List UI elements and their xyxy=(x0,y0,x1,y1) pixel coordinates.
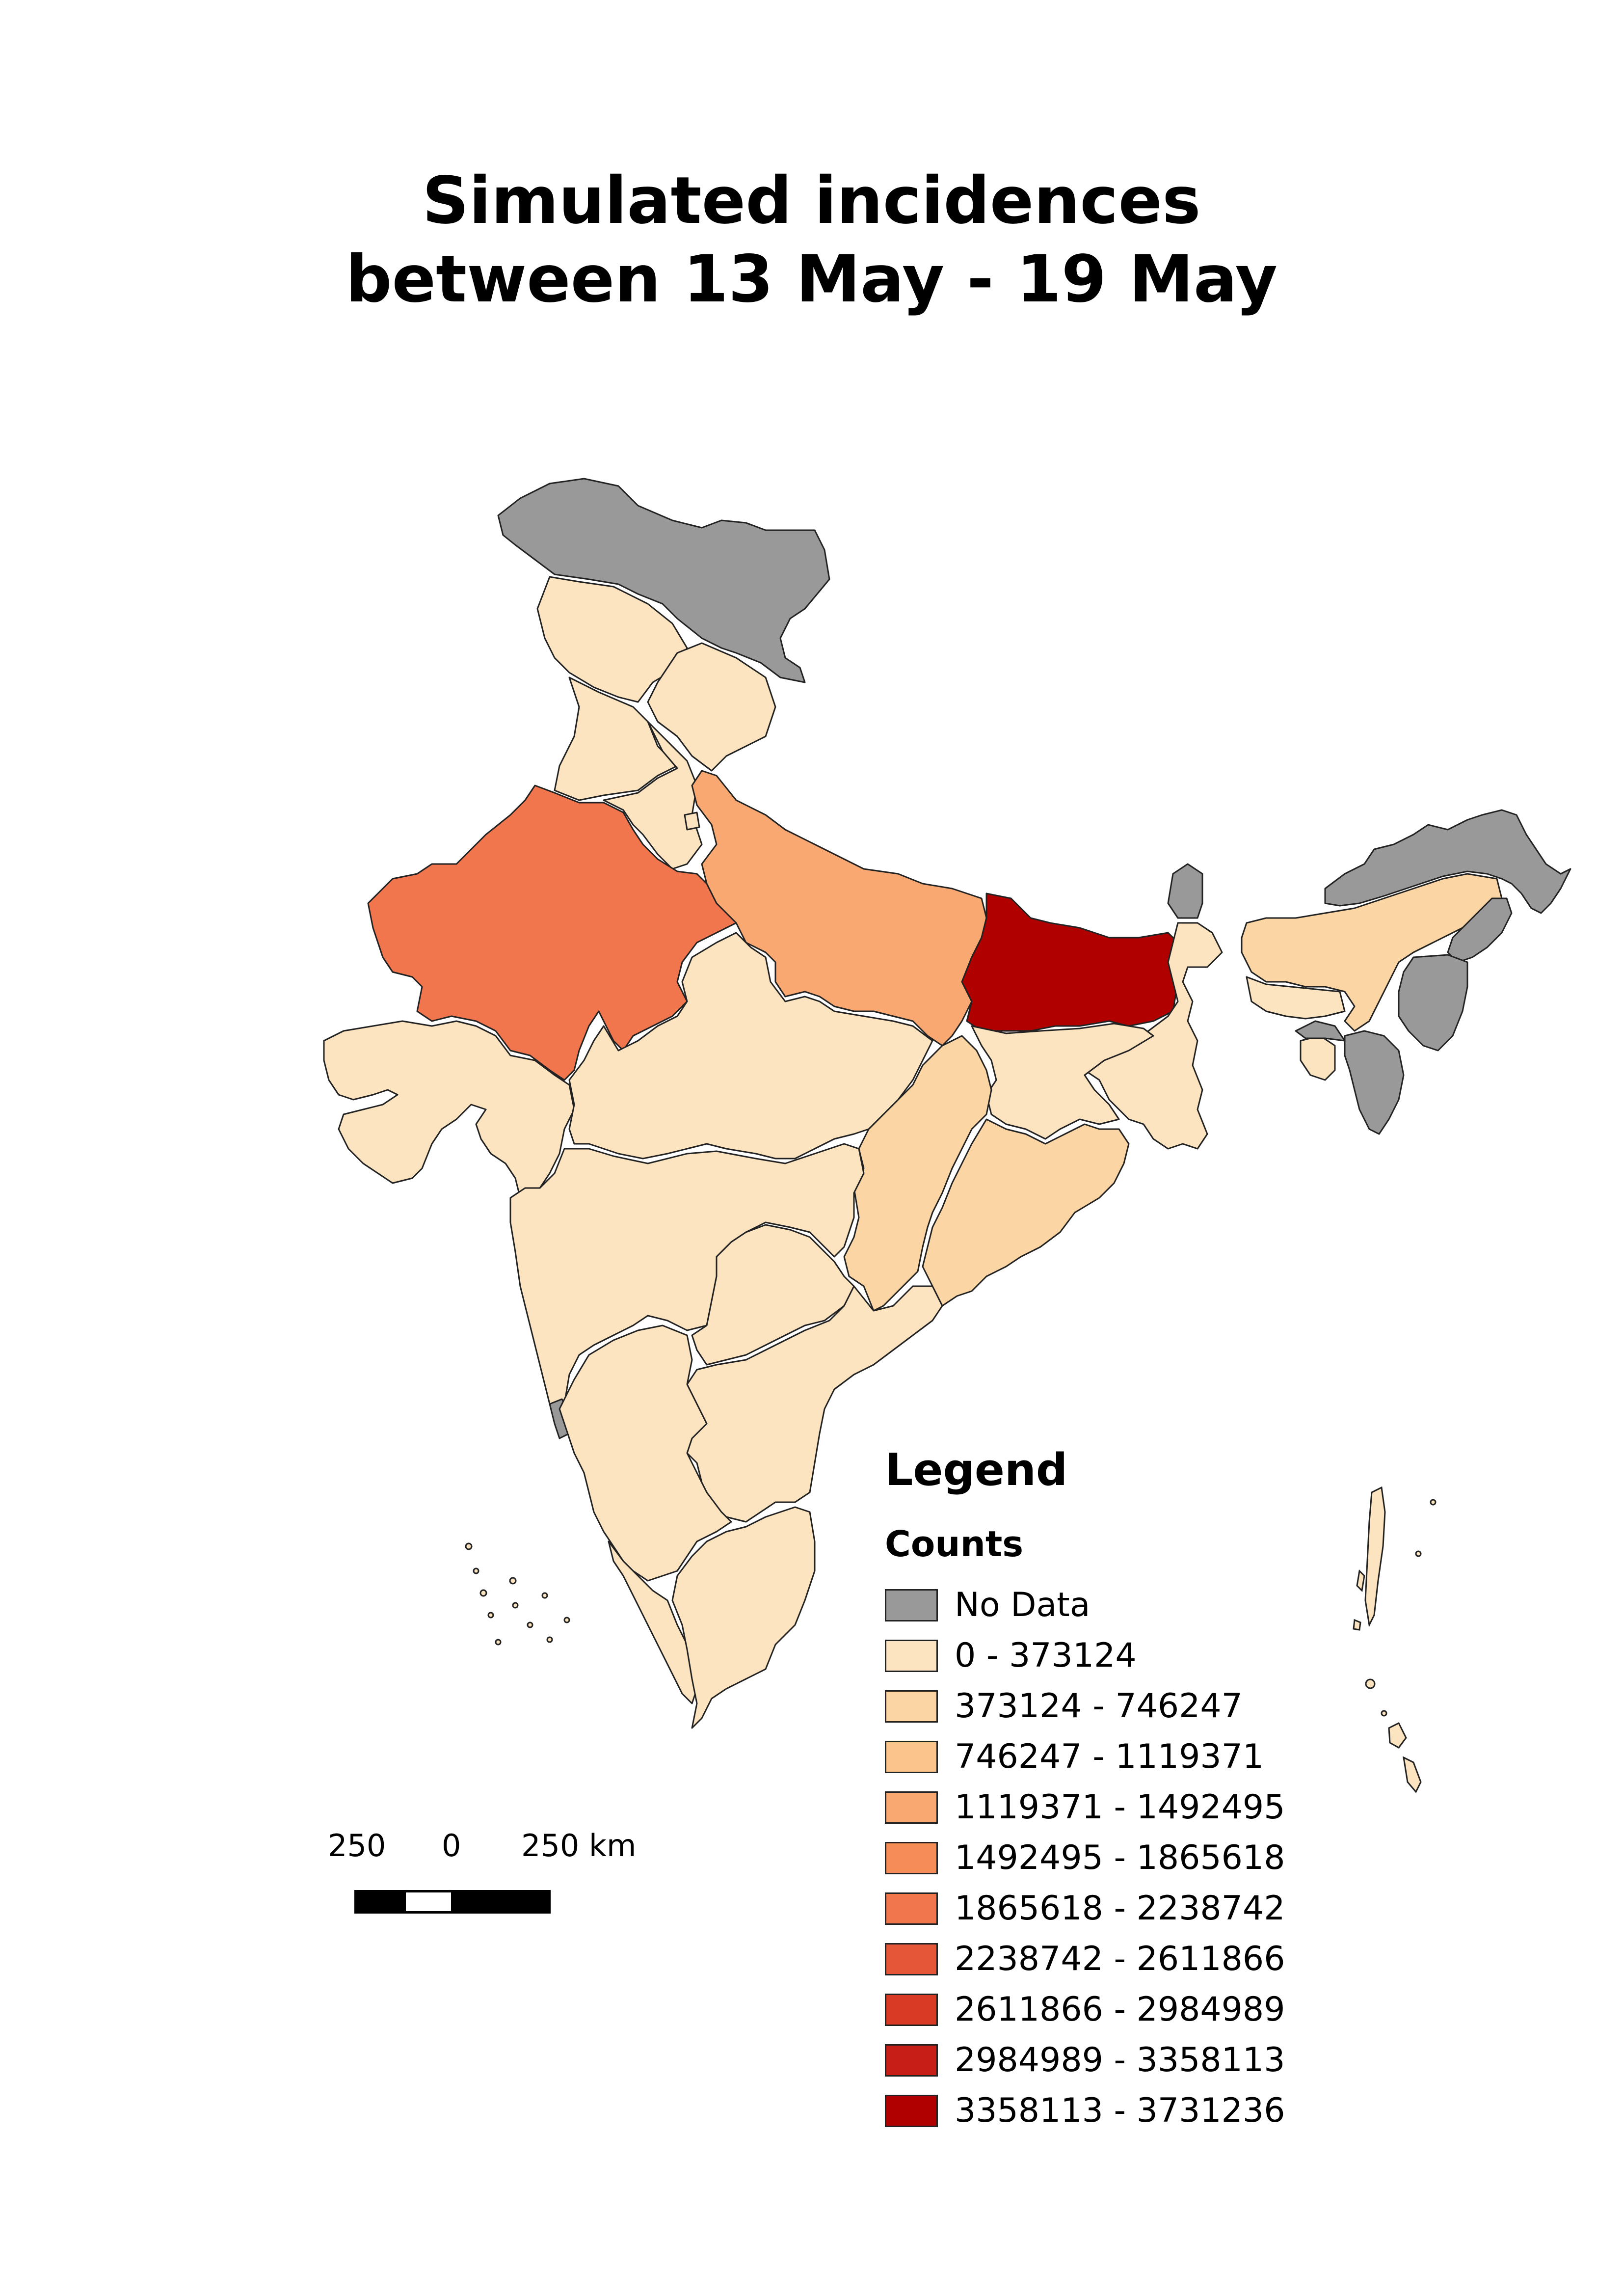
legend-item: 746247 - 1119371 xyxy=(885,1735,1264,1779)
scale-bar-center-label: 0 xyxy=(442,1828,461,1864)
region-tamil-nadu xyxy=(671,1506,816,1729)
legend-label: 373124 - 746247 xyxy=(955,1687,1243,1726)
region-rajasthan xyxy=(367,784,737,1081)
region-sikkim xyxy=(1167,863,1203,919)
legend-subtitle: Counts xyxy=(885,1523,1024,1565)
legend-label: 0 - 373124 xyxy=(955,1636,1137,1675)
region-tripura-grey xyxy=(1295,1020,1346,1042)
scale-bar-right-label: 250 km xyxy=(521,1828,637,1864)
region-arunachal-pradesh xyxy=(1324,809,1571,914)
legend-swatch xyxy=(885,1943,938,1975)
legend-label: 1492495 - 1865618 xyxy=(955,1838,1285,1877)
region-madhya-pradesh xyxy=(568,932,933,1160)
region-punjab xyxy=(554,676,678,801)
region-gujarat xyxy=(323,1020,575,1199)
legend-item: 2984989 - 3358113 xyxy=(885,2038,1285,2082)
legend-item: 1119371 - 1492495 xyxy=(885,1785,1285,1830)
legend-swatch xyxy=(885,1892,938,1925)
legend-swatch xyxy=(885,1994,938,2026)
legend-item: No Data xyxy=(885,1583,1090,1627)
region-mizoram xyxy=(1344,1030,1405,1135)
region-manipur xyxy=(1398,954,1468,1052)
region-kerala xyxy=(608,1540,698,1704)
legend-item: 1865618 - 2238742 xyxy=(885,1887,1285,1931)
legend-label: 746247 - 1119371 xyxy=(955,1737,1264,1776)
legend-label: 2611866 - 2984989 xyxy=(955,1990,1285,2029)
region-bihar xyxy=(961,892,1179,1032)
legend-swatch xyxy=(885,1640,938,1672)
legend-item: 3358113 - 3731236 xyxy=(885,2089,1285,2133)
region-himachal-pradesh xyxy=(536,576,688,703)
region-assam xyxy=(1241,873,1503,1032)
scale-bar-segment-3 xyxy=(452,1890,551,1914)
region-uttarakhand xyxy=(647,642,776,772)
legend-swatch xyxy=(885,1589,938,1621)
region-karnataka xyxy=(559,1324,732,1582)
region-uttar-pradesh xyxy=(691,770,987,1047)
scale-bar-segment-1 xyxy=(354,1890,404,1914)
lakshadweep-islands xyxy=(465,1542,570,1646)
region-meghalaya xyxy=(1246,976,1346,1020)
region-odisha xyxy=(922,1118,1130,1307)
legend-title: Legend xyxy=(885,1444,1068,1496)
legend-label: 2238742 - 2611866 xyxy=(955,1940,1285,1978)
legend-item: 1492495 - 1865618 xyxy=(885,1836,1285,1880)
map-title-line-2: between 13 May - 19 May xyxy=(346,242,1277,317)
region-jammu-and-kashmir xyxy=(497,478,830,683)
scale-bar-left-label: 250 xyxy=(328,1828,386,1864)
region-delhi xyxy=(684,811,700,831)
legend-label: 1119371 - 1492495 xyxy=(955,1788,1285,1827)
legend-item: 0 - 373124 xyxy=(885,1634,1137,1678)
region-telangana xyxy=(691,1224,855,1366)
legend-swatch xyxy=(885,1791,938,1824)
legend-item: 373124 - 746247 xyxy=(885,1684,1243,1729)
map-title-line-1: Simulated incidences xyxy=(422,163,1201,239)
legend-item: 2611866 - 2984989 xyxy=(885,1988,1285,2032)
legend-label: No Data xyxy=(955,1586,1091,1624)
legend-label: 1865618 - 2238742 xyxy=(955,1889,1285,1928)
legend-label: 3358113 - 3731236 xyxy=(955,2091,1285,2130)
andaman-nicobar-islands xyxy=(1353,1486,1437,1793)
scale-bar-segment-2 xyxy=(403,1890,453,1914)
legend-swatch xyxy=(885,2095,938,2127)
legend-swatch xyxy=(885,1842,938,1874)
legend-swatch xyxy=(885,1690,938,1723)
region-tripura xyxy=(1300,1035,1336,1081)
region-andhra-pradesh xyxy=(686,1285,943,1523)
region-nagaland xyxy=(1447,897,1513,963)
legend-swatch xyxy=(885,2044,938,2077)
legend-item: 2238742 - 2611866 xyxy=(885,1937,1285,1981)
legend-label: 2984989 - 3358113 xyxy=(955,2041,1285,2080)
legend-swatch xyxy=(885,1741,938,1773)
